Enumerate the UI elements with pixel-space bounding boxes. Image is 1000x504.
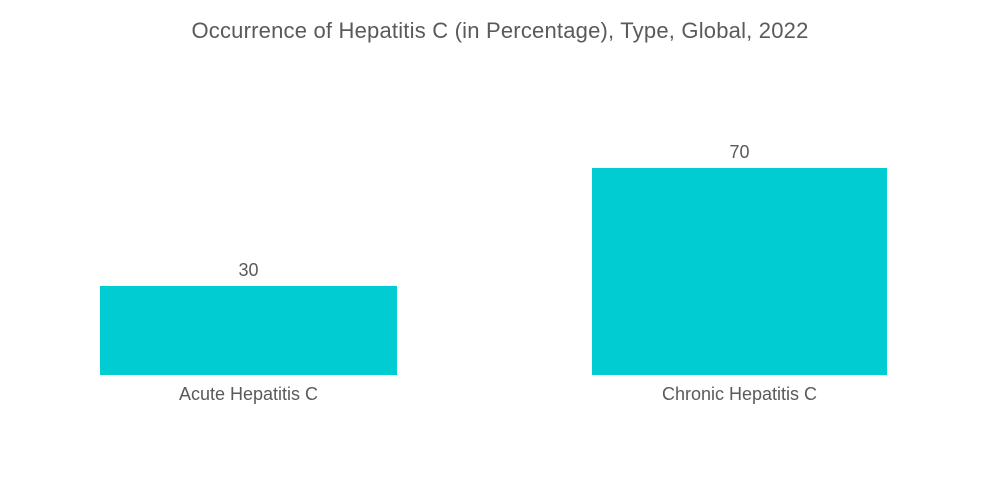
value-label-acute: 30 [238,260,259,280]
value-label-chronic: 70 [729,142,750,162]
category-label-acute: Acute Hepatitis C [178,384,319,404]
bar-group-acute-hepatitis-c: 30 Acute Hepatitis C [100,260,397,404]
bar-group-chronic-hepatitis-c: 70 Chronic Hepatitis C [592,142,887,404]
bar-acute-hepatitis-c [100,286,397,375]
bar-chronic-hepatitis-c [592,168,887,375]
category-label-chronic: Chronic Hepatitis C [661,384,818,404]
chart-title: Occurrence of Hepatitis C (in Percentage… [191,18,809,43]
